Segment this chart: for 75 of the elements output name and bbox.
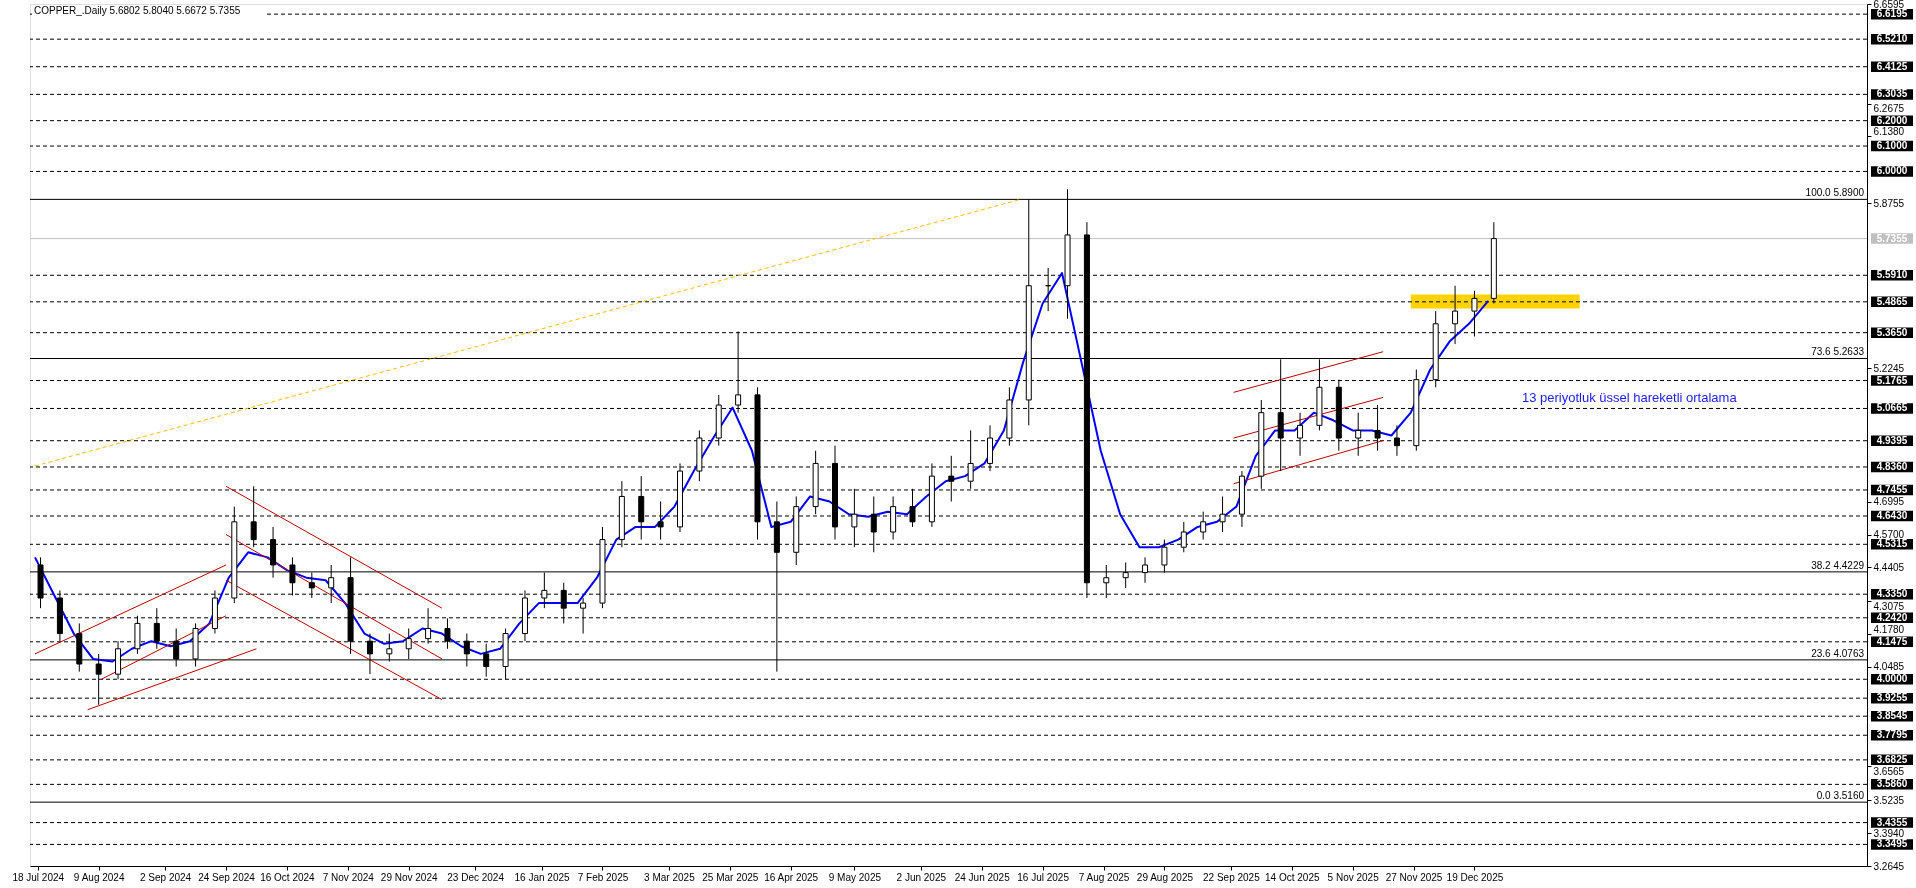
y-tick-label: 3.2645 bbox=[1873, 860, 1905, 872]
ref-line-label: 5.0665 bbox=[1876, 402, 1908, 414]
y-tick-label: 4.3075 bbox=[1873, 600, 1905, 612]
ref-line-label: 4.6430 bbox=[1876, 509, 1908, 521]
ref-line-label: 3.6825 bbox=[1876, 753, 1908, 765]
ref-line-label: 4.1475 bbox=[1876, 635, 1908, 647]
ref-line-label: 3.7795 bbox=[1876, 729, 1908, 741]
y-tick-label: 5.8755 bbox=[1873, 197, 1905, 209]
ref-line-label: 4.9395 bbox=[1876, 434, 1908, 446]
x-tick-label: 5 Nov 2025 bbox=[1327, 871, 1380, 883]
ref-line-label: 4.8360 bbox=[1876, 460, 1908, 472]
x-tick-label: 9 May 2025 bbox=[828, 871, 882, 883]
ref-line-label: 73.6 5.2633 bbox=[1811, 346, 1865, 358]
x-tick-label: 14 Oct 2025 bbox=[1265, 871, 1320, 883]
ref-line-label: 6.4125 bbox=[1876, 60, 1908, 72]
y-tick-label: 4.5700 bbox=[1873, 529, 1905, 541]
y-tick-label: 3.3940 bbox=[1873, 827, 1905, 839]
ref-line-label: 5.1765 bbox=[1876, 374, 1908, 386]
x-tick-label: 25 Mar 2025 bbox=[702, 871, 759, 883]
x-tick-label: 2 Jun 2025 bbox=[896, 871, 947, 883]
x-tick-label: 24 Sep 2024 bbox=[198, 871, 256, 883]
ref-line-label: 3.3495 bbox=[1876, 838, 1908, 850]
x-tick-label: 16 Apr 2025 bbox=[764, 871, 819, 883]
ref-line-label: 4.0000 bbox=[1876, 673, 1908, 685]
ref-line-label: 38.2 4.4229 bbox=[1811, 559, 1865, 571]
ref-line-label: 6.1000 bbox=[1876, 140, 1908, 152]
ref-line-label: 5.7355 bbox=[1876, 232, 1908, 244]
ref-line-label: 5.5910 bbox=[1876, 269, 1908, 281]
ref-line-label: 0.0 3.5160 bbox=[1816, 790, 1865, 802]
x-tick-label: 16 Oct 2024 bbox=[260, 871, 316, 883]
x-tick-label: 16 Jan 2025 bbox=[514, 871, 571, 883]
ref-line-label: 6.6195 bbox=[1876, 8, 1908, 20]
y-tick-label: 4.6995 bbox=[1873, 496, 1905, 508]
y-tick-label: 6.6595 bbox=[1873, 0, 1905, 10]
x-tick-label: 27 Nov 2025 bbox=[1385, 871, 1443, 883]
ref-line-label: 6.5210 bbox=[1876, 33, 1908, 45]
y-tick-label: 4.0485 bbox=[1873, 661, 1905, 673]
ref-line-label: 3.9255 bbox=[1876, 692, 1908, 704]
ref-line-label: 23.6 4.0763 bbox=[1811, 647, 1865, 659]
ref-line-label: 4.7455 bbox=[1876, 483, 1908, 495]
x-tick-label: 29 Aug 2025 bbox=[1136, 871, 1194, 883]
y-tick-label: 4.1780 bbox=[1873, 623, 1905, 635]
ref-line-label: 4.5315 bbox=[1876, 538, 1908, 550]
ref-line-label: 100.0 5.8900 bbox=[1805, 187, 1865, 199]
ref-line-label: 3.8545 bbox=[1876, 710, 1908, 722]
ref-line-label: 6.0000 bbox=[1876, 165, 1908, 177]
x-tick-label: 19 Dec 2025 bbox=[1446, 871, 1504, 883]
x-tick-label: 9 Aug 2024 bbox=[73, 871, 125, 883]
x-tick-label: 2 Sep 2024 bbox=[140, 871, 192, 883]
y-tick-label: 6.2675 bbox=[1873, 103, 1905, 115]
ref-line-label: 5.4865 bbox=[1876, 295, 1908, 307]
x-tick-label: 7 Aug 2025 bbox=[1078, 871, 1130, 883]
ref-line-label: 3.5860 bbox=[1876, 778, 1908, 790]
x-tick-label: 18 Jul 2024 bbox=[12, 871, 65, 883]
x-tick-label: 24 Jun 2025 bbox=[954, 871, 1011, 883]
x-tick-label: 7 Nov 2024 bbox=[322, 871, 375, 883]
x-tick-label: 3 Mar 2025 bbox=[644, 871, 696, 883]
ref-line-label: 5.3650 bbox=[1876, 326, 1908, 338]
x-tick-label: 16 Jul 2025 bbox=[1017, 871, 1070, 883]
ref-line-label: 4.3350 bbox=[1876, 588, 1908, 600]
ref-line-label: 4.2420 bbox=[1876, 611, 1908, 623]
y-tick-label: 3.5235 bbox=[1873, 794, 1905, 806]
x-tick-label: 22 Sep 2025 bbox=[1203, 871, 1261, 883]
y-tick-label: 6.1380 bbox=[1873, 125, 1905, 137]
annotation: 13 periyotluk üssel hareketli ortalama bbox=[1522, 390, 1738, 405]
y-tick-label: 3.6565 bbox=[1873, 765, 1905, 777]
ref-line-label: 6.3035 bbox=[1876, 88, 1908, 100]
ref-line-label: 6.2000 bbox=[1876, 114, 1908, 126]
x-tick-label: 7 Feb 2025 bbox=[577, 871, 629, 883]
chart-title: COPPER_.Daily 5.6802 5.8040 5.6672 5.7355 bbox=[34, 5, 241, 16]
x-tick-label: 23 Dec 2024 bbox=[447, 871, 505, 883]
x-tick-label: 29 Nov 2024 bbox=[380, 871, 438, 883]
y-tick-label: 5.2245 bbox=[1873, 362, 1905, 374]
y-tick-label: 4.4405 bbox=[1873, 561, 1905, 573]
ref-line-label: 3.4355 bbox=[1876, 816, 1908, 828]
